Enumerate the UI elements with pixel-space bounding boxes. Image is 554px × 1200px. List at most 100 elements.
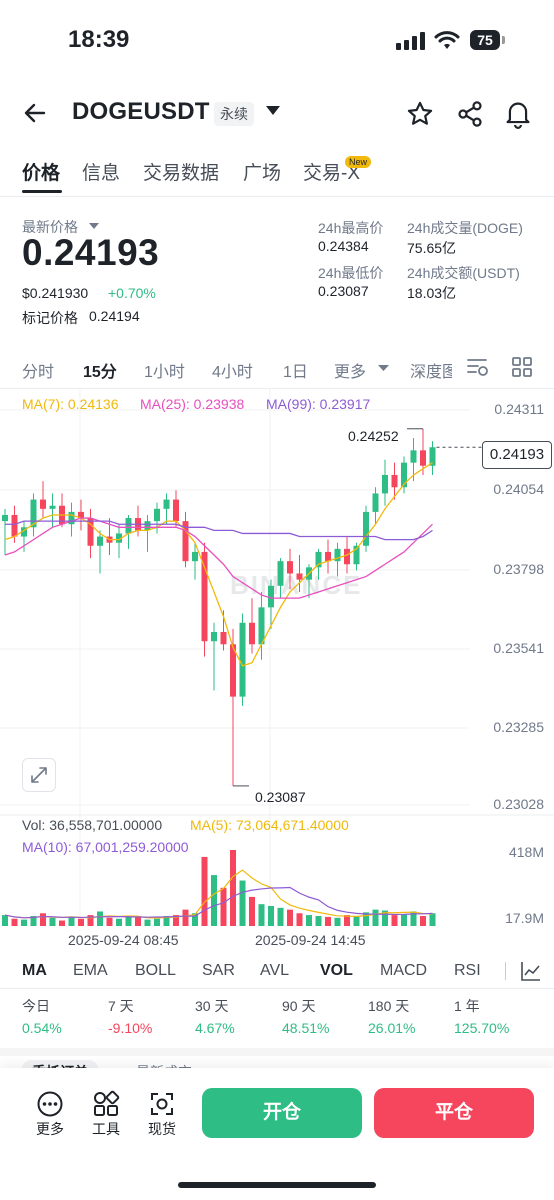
- high-annotation: 0.24252: [348, 428, 399, 444]
- back-arrow-icon[interactable]: [22, 100, 48, 126]
- volume-ma10-line: [4, 886, 433, 919]
- indicator-avl[interactable]: AVL: [260, 962, 290, 979]
- section-gap: [0, 1048, 554, 1056]
- volume-bar: [78, 918, 84, 926]
- volume-bar: [344, 915, 350, 926]
- tab-info[interactable]: 信息: [82, 163, 121, 184]
- latest-price-label[interactable]: 最新价格: [22, 219, 78, 235]
- share-icon[interactable]: [456, 100, 484, 128]
- candle-body: [87, 518, 94, 546]
- contract-type-tag: 永续: [214, 102, 254, 126]
- candle-body: [220, 631, 227, 645]
- perf-label-30d: 30 天: [195, 998, 229, 1014]
- candle-body: [277, 561, 284, 586]
- candle-body: [372, 493, 379, 512]
- indicator-macd[interactable]: MACD: [380, 962, 428, 979]
- volume-bar: [87, 915, 94, 926]
- price-axis-label: 0.23285: [493, 719, 544, 735]
- more-label[interactable]: 更多: [36, 1121, 64, 1137]
- volume-bar: [182, 909, 189, 926]
- time-axis-label: 2025-09-24 14:45: [255, 932, 366, 948]
- interval-4h[interactable]: 4小时: [212, 364, 253, 381]
- candle-body: [410, 450, 417, 463]
- candle-body: [382, 474, 388, 494]
- candle-body: [68, 511, 75, 525]
- more-dropdown-icon[interactable]: [378, 365, 389, 372]
- perf-value-180d: 26.01%: [368, 1020, 416, 1036]
- indicator-ema[interactable]: EMA: [73, 962, 108, 979]
- mark-price-label: 标记价格: [22, 310, 78, 326]
- spot-label[interactable]: 现货: [148, 1121, 176, 1137]
- battery-icon: 75: [470, 30, 500, 50]
- tab-square[interactable]: 广场: [243, 163, 282, 184]
- latest-price-dropdown-icon[interactable]: [89, 223, 99, 230]
- price-axis-label: 0.23028: [493, 796, 544, 812]
- indicator-sar[interactable]: SAR: [202, 962, 235, 979]
- volume-bar: [30, 916, 37, 926]
- candle-body: [429, 447, 436, 466]
- volume-bar: [49, 917, 56, 926]
- interval-1d[interactable]: 1日: [283, 364, 308, 381]
- intervals-divider: [0, 388, 554, 389]
- candle-body: [78, 511, 84, 519]
- candlestick-chart[interactable]: BINANCE: [0, 388, 554, 943]
- volume-ma5-line: [4, 869, 433, 919]
- candle-body: [315, 551, 322, 568]
- indicator-settings-icon[interactable]: [466, 356, 490, 378]
- volume-bar: [315, 916, 322, 926]
- ma7-legend: MA(7): 0.24136: [22, 396, 119, 412]
- tabs-divider: [0, 196, 554, 197]
- indicator-rsi[interactable]: RSI: [454, 962, 481, 979]
- price-axis-label: 0.24311: [494, 401, 544, 417]
- candle-body: [420, 450, 426, 466]
- volume-bar: [363, 912, 369, 926]
- interval-15m[interactable]: 15分: [83, 364, 117, 381]
- volume-bars-group: [2, 850, 436, 926]
- interval-time[interactable]: 分时: [22, 364, 55, 381]
- layout-grid-icon[interactable]: [511, 356, 533, 378]
- tab-trading-data[interactable]: 交易数据: [143, 163, 220, 184]
- candle-body: [287, 561, 293, 574]
- perf-label-90d: 90 天: [282, 998, 316, 1014]
- candle-body: [116, 533, 122, 543]
- candle-body: [401, 462, 407, 488]
- volume-bar: [287, 909, 293, 926]
- interval-more[interactable]: 更多: [334, 364, 367, 381]
- volume-bar: [220, 887, 227, 926]
- volume-bar: [59, 920, 65, 926]
- volume-bar: [353, 916, 360, 926]
- indicator-chart-icon[interactable]: [520, 960, 542, 982]
- price-change: +0.70%: [108, 285, 156, 301]
- close-position-button[interactable]: 平仓: [374, 1088, 534, 1138]
- star-icon[interactable]: [406, 100, 434, 128]
- more-icon[interactable]: [36, 1090, 64, 1118]
- candle-body: [391, 474, 398, 488]
- volume-doge-label: 24h成交量(DOGE): [407, 220, 523, 236]
- indicator-vol[interactable]: VOL: [320, 962, 353, 979]
- tab-trade-x[interactable]: 交易-X: [303, 163, 361, 184]
- candle-body: [173, 499, 179, 522]
- pair-dropdown-icon[interactable]: [266, 106, 280, 116]
- indicator-ma[interactable]: MA: [22, 962, 47, 979]
- expand-chart-button[interactable]: [22, 758, 56, 792]
- tools-icon[interactable]: [92, 1090, 120, 1118]
- tab-price[interactable]: 价格: [22, 163, 61, 184]
- volume-bar: [21, 919, 27, 926]
- candle-body: [154, 508, 160, 522]
- bell-icon[interactable]: [504, 99, 532, 129]
- candle-body: [344, 548, 350, 565]
- candle-body: [334, 548, 341, 562]
- spot-icon[interactable]: [148, 1090, 176, 1118]
- candle-body: [21, 527, 27, 537]
- open-position-button[interactable]: 开仓: [202, 1088, 362, 1138]
- interval-1h[interactable]: 1小时: [144, 364, 185, 381]
- signal-icon: [396, 32, 425, 50]
- home-indicator: [178, 1182, 376, 1188]
- pair-title[interactable]: DOGEUSDT: [72, 98, 210, 125]
- indicator-boll[interactable]: BOLL: [135, 962, 176, 979]
- volume-bar: [268, 906, 274, 926]
- tools-label[interactable]: 工具: [92, 1121, 120, 1137]
- interval-depth[interactable]: 深度图: [410, 364, 452, 381]
- ma25-legend: MA(25): 0.23938: [140, 396, 245, 412]
- volume-bar: [154, 918, 160, 926]
